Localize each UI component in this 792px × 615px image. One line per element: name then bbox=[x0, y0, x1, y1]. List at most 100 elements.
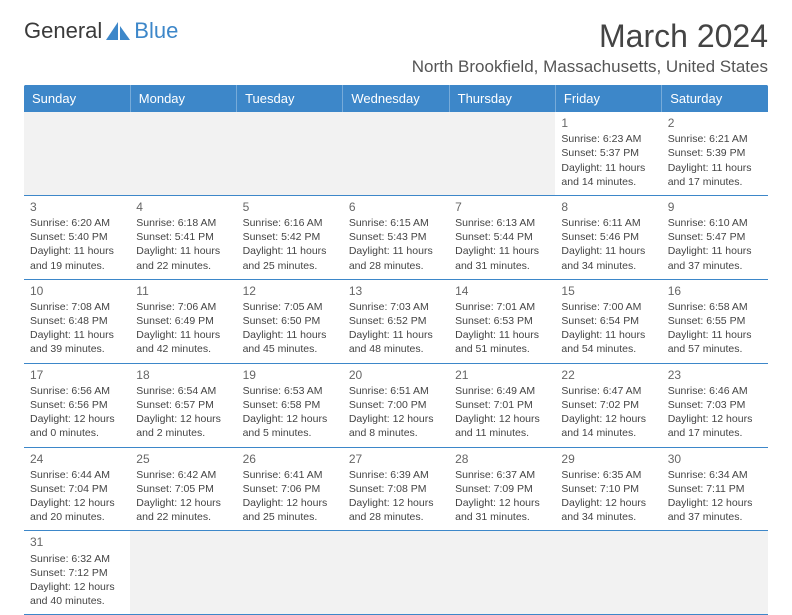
sunrise-line: Sunrise: 6:41 AM bbox=[243, 468, 337, 482]
sunrise-line: Sunrise: 6:56 AM bbox=[30, 384, 124, 398]
daylight-line: Daylight: 11 hours and 57 minutes. bbox=[668, 328, 762, 356]
day-number: 4 bbox=[136, 199, 230, 215]
sunrise-line: Sunrise: 7:08 AM bbox=[30, 300, 124, 314]
logo-sail-icon bbox=[104, 20, 132, 42]
sunrise-line: Sunrise: 7:06 AM bbox=[136, 300, 230, 314]
daylight-line: Daylight: 11 hours and 17 minutes. bbox=[668, 161, 762, 189]
day-header-monday: Monday bbox=[130, 85, 236, 112]
daylight-line: Daylight: 11 hours and 22 minutes. bbox=[136, 244, 230, 272]
sunrise-line: Sunrise: 6:53 AM bbox=[243, 384, 337, 398]
sunrise-line: Sunrise: 6:13 AM bbox=[455, 216, 549, 230]
sunrise-line: Sunrise: 6:34 AM bbox=[668, 468, 762, 482]
sunset-line: Sunset: 7:03 PM bbox=[668, 398, 762, 412]
calendar-cell-28: 28Sunrise: 6:37 AMSunset: 7:09 PMDayligh… bbox=[449, 447, 555, 531]
sunset-line: Sunset: 7:12 PM bbox=[30, 566, 124, 580]
calendar-cell-17: 17Sunrise: 6:56 AMSunset: 6:56 PMDayligh… bbox=[24, 363, 130, 447]
calendar-cell-empty bbox=[343, 531, 449, 615]
day-header-wednesday: Wednesday bbox=[343, 85, 449, 112]
day-number: 31 bbox=[30, 534, 124, 550]
day-number: 28 bbox=[455, 451, 549, 467]
day-number: 19 bbox=[243, 367, 337, 383]
sunset-line: Sunset: 5:41 PM bbox=[136, 230, 230, 244]
daylight-line: Daylight: 12 hours and 20 minutes. bbox=[30, 496, 124, 524]
sunrise-line: Sunrise: 7:00 AM bbox=[561, 300, 655, 314]
calendar-cell-21: 21Sunrise: 6:49 AMSunset: 7:01 PMDayligh… bbox=[449, 363, 555, 447]
day-number: 2 bbox=[668, 115, 762, 131]
calendar-row: 31Sunrise: 6:32 AMSunset: 7:12 PMDayligh… bbox=[24, 531, 768, 615]
sunrise-line: Sunrise: 6:58 AM bbox=[668, 300, 762, 314]
calendar-cell-2: 2Sunrise: 6:21 AMSunset: 5:39 PMDaylight… bbox=[662, 112, 768, 195]
daylight-line: Daylight: 11 hours and 34 minutes. bbox=[561, 244, 655, 272]
calendar-cell-1: 1Sunrise: 6:23 AMSunset: 5:37 PMDaylight… bbox=[555, 112, 661, 195]
day-header-sunday: Sunday bbox=[24, 85, 130, 112]
sunset-line: Sunset: 5:46 PM bbox=[561, 230, 655, 244]
daylight-line: Daylight: 11 hours and 54 minutes. bbox=[561, 328, 655, 356]
sunset-line: Sunset: 6:49 PM bbox=[136, 314, 230, 328]
sunrise-line: Sunrise: 6:18 AM bbox=[136, 216, 230, 230]
day-number: 26 bbox=[243, 451, 337, 467]
day-header-row: SundayMondayTuesdayWednesdayThursdayFrid… bbox=[24, 85, 768, 112]
day-number: 30 bbox=[668, 451, 762, 467]
day-number: 16 bbox=[668, 283, 762, 299]
daylight-line: Daylight: 11 hours and 45 minutes. bbox=[243, 328, 337, 356]
calendar-cell-empty bbox=[662, 531, 768, 615]
calendar-cell-9: 9Sunrise: 6:10 AMSunset: 5:47 PMDaylight… bbox=[662, 195, 768, 279]
daylight-line: Daylight: 12 hours and 31 minutes. bbox=[455, 496, 549, 524]
sunrise-line: Sunrise: 6:51 AM bbox=[349, 384, 443, 398]
daylight-line: Daylight: 11 hours and 48 minutes. bbox=[349, 328, 443, 356]
sunset-line: Sunset: 7:11 PM bbox=[668, 482, 762, 496]
calendar-cell-14: 14Sunrise: 7:01 AMSunset: 6:53 PMDayligh… bbox=[449, 279, 555, 363]
calendar-cell-7: 7Sunrise: 6:13 AMSunset: 5:44 PMDaylight… bbox=[449, 195, 555, 279]
sunset-line: Sunset: 5:40 PM bbox=[30, 230, 124, 244]
calendar-cell-25: 25Sunrise: 6:42 AMSunset: 7:05 PMDayligh… bbox=[130, 447, 236, 531]
calendar-cell-16: 16Sunrise: 6:58 AMSunset: 6:55 PMDayligh… bbox=[662, 279, 768, 363]
daylight-line: Daylight: 12 hours and 14 minutes. bbox=[561, 412, 655, 440]
calendar-table: SundayMondayTuesdayWednesdayThursdayFrid… bbox=[24, 85, 768, 615]
calendar-row: 10Sunrise: 7:08 AMSunset: 6:48 PM Dayligh… bbox=[24, 279, 768, 363]
calendar-body: 1Sunrise: 6:23 AMSunset: 5:37 PMDaylight… bbox=[24, 112, 768, 615]
sunrise-line: Sunrise: 7:01 AM bbox=[455, 300, 549, 314]
daylight-line: Daylight: 12 hours and 17 minutes. bbox=[668, 412, 762, 440]
sunset-line: Sunset: 6:52 PM bbox=[349, 314, 443, 328]
sunrise-line: Sunrise: 6:54 AM bbox=[136, 384, 230, 398]
sunset-line: Sunset: 5:44 PM bbox=[455, 230, 549, 244]
calendar-cell-10: 10Sunrise: 7:08 AMSunset: 6:48 PMDayligh… bbox=[24, 279, 130, 363]
daylight-line: Daylight: 12 hours and 5 minutes. bbox=[243, 412, 337, 440]
sunset-line: Sunset: 7:08 PM bbox=[349, 482, 443, 496]
page-header: General Blue March 2024 North Brookfield… bbox=[24, 18, 768, 77]
sunset-line: Sunset: 7:00 PM bbox=[349, 398, 443, 412]
sunset-line: Sunset: 7:02 PM bbox=[561, 398, 655, 412]
sunset-line: Sunset: 6:58 PM bbox=[243, 398, 337, 412]
sunrise-line: Sunrise: 6:39 AM bbox=[349, 468, 443, 482]
day-number: 20 bbox=[349, 367, 443, 383]
day-number: 6 bbox=[349, 199, 443, 215]
day-header-friday: Friday bbox=[555, 85, 661, 112]
sunset-line: Sunset: 7:01 PM bbox=[455, 398, 549, 412]
sunset-line: Sunset: 6:55 PM bbox=[668, 314, 762, 328]
day-number: 10 bbox=[30, 283, 124, 299]
calendar-cell-22: 22Sunrise: 6:47 AMSunset: 7:02 PMDayligh… bbox=[555, 363, 661, 447]
sunset-line: Sunset: 5:43 PM bbox=[349, 230, 443, 244]
sunset-line: Sunset: 5:37 PM bbox=[561, 146, 655, 160]
location: North Brookfield, Massachusetts, United … bbox=[412, 57, 768, 77]
day-number: 9 bbox=[668, 199, 762, 215]
daylight-line: Daylight: 12 hours and 11 minutes. bbox=[455, 412, 549, 440]
sunset-line: Sunset: 6:53 PM bbox=[455, 314, 549, 328]
calendar-cell-4: 4Sunrise: 6:18 AMSunset: 5:41 PMDaylight… bbox=[130, 195, 236, 279]
sunrise-line: Sunrise: 6:16 AM bbox=[243, 216, 337, 230]
calendar-cell-8: 8Sunrise: 6:11 AMSunset: 5:46 PMDaylight… bbox=[555, 195, 661, 279]
sunrise-line: Sunrise: 6:47 AM bbox=[561, 384, 655, 398]
logo-text-right: Blue bbox=[134, 18, 178, 44]
sunset-line: Sunset: 6:50 PM bbox=[243, 314, 337, 328]
daylight-line: Daylight: 11 hours and 31 minutes. bbox=[455, 244, 549, 272]
daylight-line: Daylight: 12 hours and 0 minutes. bbox=[30, 412, 124, 440]
sunrise-line: Sunrise: 6:15 AM bbox=[349, 216, 443, 230]
sunrise-line: Sunrise: 6:35 AM bbox=[561, 468, 655, 482]
daylight-line: Daylight: 11 hours and 51 minutes. bbox=[455, 328, 549, 356]
calendar-cell-empty bbox=[449, 112, 555, 195]
sunset-line: Sunset: 6:48 PM bbox=[30, 314, 124, 328]
daylight-line: Daylight: 12 hours and 40 minutes. bbox=[30, 580, 124, 608]
daylight-line: Daylight: 12 hours and 2 minutes. bbox=[136, 412, 230, 440]
sunset-line: Sunset: 7:10 PM bbox=[561, 482, 655, 496]
day-number: 24 bbox=[30, 451, 124, 467]
